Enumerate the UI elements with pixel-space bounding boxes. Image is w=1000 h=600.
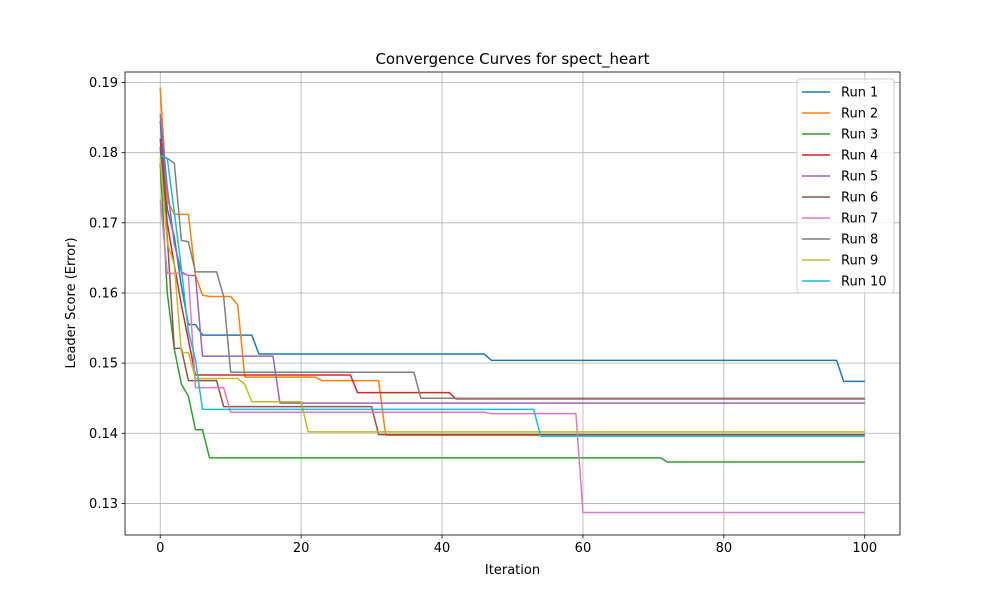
y-axis-label: Leader Score (Error) xyxy=(64,237,79,368)
x-tick-label: 0 xyxy=(156,541,164,556)
legend-label-run-7: Run 7 xyxy=(841,212,878,227)
legend-label-run-5: Run 5 xyxy=(841,170,878,185)
legend-label-run-2: Run 2 xyxy=(841,107,878,122)
y-tick-label: 0.19 xyxy=(89,76,118,91)
x-tick-label: 20 xyxy=(293,541,310,556)
y-tick-label: 0.18 xyxy=(89,146,118,161)
chart-title: Convergence Curves for spect_heart xyxy=(375,50,649,69)
y-tick-label: 0.17 xyxy=(89,216,118,231)
legend: Run 1 Run 2 Run 3 Run 4 Run 5 Run 6 Run 7 Run 8… xyxy=(797,79,894,293)
y-tick-label: 0.13 xyxy=(89,497,118,512)
legend-label-run-4: Run 4 xyxy=(841,149,878,164)
legend-label-run-3: Run 3 xyxy=(841,128,878,143)
y-tick-label: 0.15 xyxy=(89,357,118,372)
legend-label-run-6: Run 6 xyxy=(841,191,878,206)
legend-label-run-10: Run 10 xyxy=(841,275,887,290)
x-tick-label: 40 xyxy=(434,541,451,556)
legend-label-run-9: Run 9 xyxy=(841,254,878,269)
x-axis-label: Iteration xyxy=(485,563,540,578)
x-tick-label: 100 xyxy=(852,541,877,556)
legend-label-run-8: Run 8 xyxy=(841,233,878,248)
x-tick-label: 80 xyxy=(716,541,733,556)
y-tick-label: 0.16 xyxy=(89,286,118,301)
y-tick-label: 0.14 xyxy=(89,427,118,442)
x-tick-label: 60 xyxy=(575,541,592,556)
legend-label-run-1: Run 1 xyxy=(841,86,878,101)
